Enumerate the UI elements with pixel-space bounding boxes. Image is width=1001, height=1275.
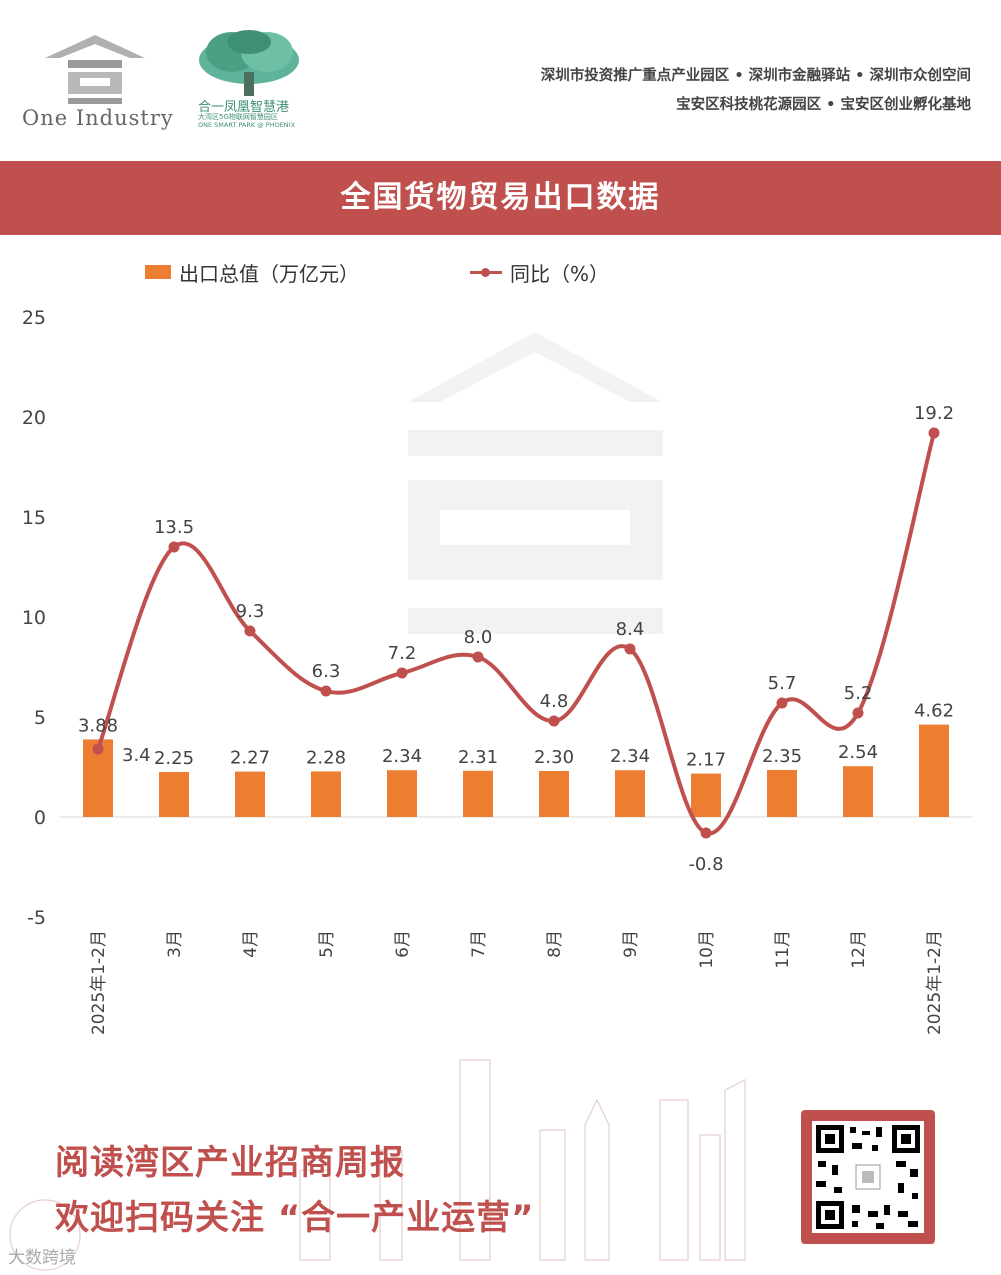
x-tick-label: 2025年1-2月	[925, 930, 945, 1035]
tagline-2: 宝安区科技桃花源园区 • 宝安区创业孵化基地	[676, 97, 971, 113]
yoy-point	[472, 651, 484, 663]
bar	[463, 770, 493, 817]
one-industry-logo-text: One Industry	[22, 106, 174, 130]
watermark-text: 大数跨境	[8, 1248, 76, 1268]
y-tick-label: 10	[22, 607, 46, 629]
tree-logo-icon	[199, 30, 299, 96]
bar-value-label: 2.17	[686, 750, 726, 771]
yoy-point	[548, 715, 560, 727]
yoy-point	[624, 643, 636, 655]
bar-value-label: 3.88	[78, 715, 118, 736]
yoy-point	[396, 667, 408, 679]
bar	[615, 770, 645, 817]
bar-value-label: 2.34	[382, 746, 422, 767]
x-tick-label: 6月	[393, 930, 413, 958]
title-band	[0, 161, 1001, 235]
bar-value-label: 4.62	[914, 701, 954, 722]
bar-value-label: 2.25	[154, 748, 194, 769]
legend-bar-label: 出口总值（万亿元）	[179, 261, 359, 286]
yoy-value-label: 5.2	[844, 683, 873, 704]
x-tick-label: 12月	[849, 930, 869, 969]
yoy-value-label: -0.8	[688, 854, 723, 875]
x-tick-label: 10月	[697, 930, 717, 969]
export-chart: 25 20 15 10 5 0 -5 2025年1-2月 3月 4月 5月 6月 7月 8月 9月 10月 11…	[22, 307, 972, 1035]
page-header: One Industry 合一凤凰智慧港 大湾区5G物联网智慧园区 ONE SM…	[0, 0, 1001, 160]
legend-line-label: 同比（%）	[510, 261, 610, 286]
yoy-value-label: 19.2	[914, 403, 954, 424]
bar-value-label: 2.30	[534, 747, 574, 768]
city-skyline-icon	[9, 1059, 746, 1271]
yoy-value-label: 8.0	[464, 627, 493, 648]
yoy-point	[700, 827, 712, 839]
yoy-value-label: 8.4	[616, 619, 645, 640]
yoy-point	[244, 625, 256, 637]
park-subtitle-cn: 大湾区5G物联网智慧园区	[198, 113, 278, 121]
qr-code-icon	[812, 1121, 924, 1233]
y-tick-label: 5	[34, 707, 46, 729]
bar-value-label: 2.54	[838, 742, 878, 763]
x-tick-label: 5月	[317, 930, 337, 958]
yoy-value-label: 9.3	[236, 601, 265, 622]
yoy-point	[92, 743, 104, 755]
yoy-value-label: 5.7	[768, 673, 797, 694]
tagline-1: 深圳市投资推广重点产业园区 • 深圳市金融驿站 • 深圳市众创空间	[540, 68, 971, 84]
bar	[691, 773, 721, 817]
y-tick-label: 0	[34, 807, 46, 829]
y-tick-label: 15	[22, 507, 46, 529]
bar-value-label: 2.31	[458, 747, 498, 768]
x-tick-label: 2025年1-2月	[89, 930, 109, 1035]
x-tick-label: 9月	[621, 930, 641, 958]
bar	[387, 770, 417, 817]
bar	[767, 770, 797, 817]
yoy-value-label: 4.8	[540, 691, 569, 712]
yoy-value-label: 6.3	[312, 661, 341, 682]
y-tick-label: -5	[27, 907, 46, 929]
yoy-value-label: 7.2	[388, 643, 417, 664]
yoy-point	[320, 685, 332, 697]
bar-value-label: 2.27	[230, 748, 270, 769]
park-name: 合一凤凰智慧港	[198, 100, 290, 115]
x-tick-label: 4月	[241, 930, 261, 958]
yoy-value-label: 3.4	[122, 745, 151, 766]
bar-value-label: 2.28	[306, 747, 346, 768]
bar-value-label: 2.35	[762, 746, 802, 767]
legend-bar-item: 出口总值（万亿元）	[145, 257, 359, 287]
x-tick-label: 3月	[165, 930, 185, 958]
bar	[919, 724, 949, 817]
yoy-point	[928, 427, 940, 439]
y-tick-label: 20	[22, 407, 46, 429]
bar-value-label: 2.34	[610, 746, 650, 767]
watermark-logo-icon	[408, 332, 663, 634]
x-tick-label: 8月	[545, 930, 565, 958]
yoy-point	[852, 707, 864, 719]
qr-code[interactable]	[801, 1110, 935, 1244]
x-tick-label: 7月	[469, 930, 489, 958]
yoy-point	[776, 697, 788, 709]
bar	[159, 772, 189, 817]
y-tick-label: 25	[22, 307, 46, 329]
one-industry-logo-icon	[45, 35, 145, 104]
legend-line-swatch	[470, 265, 502, 279]
bar	[311, 771, 341, 817]
footer-line-1: 阅读湾区产业招商周报	[55, 1143, 405, 1183]
yoy-value-label: 13.5	[154, 517, 194, 538]
bar	[843, 766, 873, 817]
footer-line-2: 欢迎扫码关注 “合一产业运营”	[55, 1198, 535, 1238]
x-tick-label: 11月	[773, 930, 793, 969]
yoy-point	[168, 541, 180, 553]
legend-bar-swatch	[145, 265, 171, 279]
bar	[539, 771, 569, 817]
legend-line-item: 同比（%）	[470, 257, 609, 287]
page-title: 全国货物贸易出口数据	[340, 180, 661, 215]
bar	[235, 771, 265, 817]
park-subtitle-en: ONE SMART PARK @ PHOENIX	[198, 121, 296, 129]
